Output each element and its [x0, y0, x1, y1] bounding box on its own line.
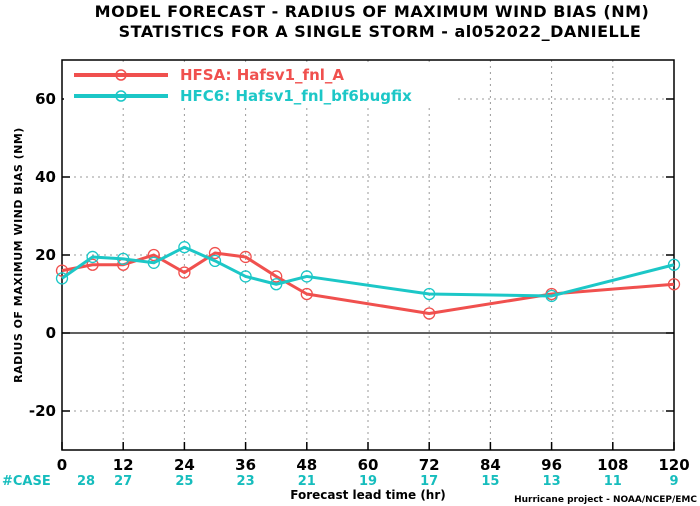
x-tick-label: 84 [480, 456, 501, 474]
series-point [270, 278, 283, 291]
legend-label-hfc6: HFC6: Hafsv1_fnl_bf6bugfix [180, 87, 412, 105]
case-label: #CASE [2, 474, 51, 489]
series-point [423, 287, 436, 301]
x-axis-label: Forecast lead time (hr) [290, 488, 446, 502]
x-axis-ticks: 0 12 24 36 48 60 72 84 96 108 120 [57, 442, 690, 474]
legend: HFSA: Hafsv1_fnl_A HFC6: Hafsv1_fnl_bf6b… [64, 62, 454, 106]
case-count: 9 [669, 474, 678, 489]
case-count: 27 [114, 474, 132, 489]
case-counts: 28 27 25 23 21 19 17 15 13 11 9 [77, 474, 679, 489]
series-point [208, 254, 222, 268]
x-tick-label: 12 [113, 456, 134, 474]
series-point [178, 266, 191, 279]
legend-marker-hfsa [115, 69, 127, 81]
case-count: 25 [175, 474, 193, 489]
series-hfc6 [55, 241, 681, 303]
case-count: 13 [543, 474, 561, 489]
series-point [667, 278, 681, 291]
y-axis-label: RADIUS OF MAXIMUM WIND BIAS (NM) [12, 127, 25, 383]
series-point [86, 258, 99, 271]
series-hfsa [55, 246, 681, 320]
y-tick-label: 0 [46, 324, 56, 342]
x-tick-label: 36 [235, 456, 256, 474]
series-point [423, 307, 436, 320]
series-point [208, 246, 222, 260]
series-point [55, 264, 69, 277]
case-count: 23 [237, 474, 255, 489]
case-count: 21 [298, 474, 316, 489]
series-point [545, 289, 558, 303]
series-point [55, 272, 69, 285]
series-point [300, 287, 313, 301]
series-point [300, 270, 313, 283]
case-count: 11 [604, 474, 622, 489]
x-tick-label: 120 [658, 456, 689, 474]
case-count: 17 [420, 474, 438, 489]
legend-marker-hfc6 [115, 90, 127, 102]
series-point [147, 248, 160, 262]
x-tick-label: 24 [174, 456, 195, 474]
case-count: 15 [481, 474, 499, 489]
y-tick-label: 60 [35, 90, 56, 108]
credit-text: Hurricane project - NOAA/NCEP/EMC [514, 495, 697, 505]
y-axis-ticks: -20 0 20 40 60 [29, 90, 674, 420]
x-tick-label: 60 [358, 456, 379, 474]
series-point [270, 270, 283, 283]
series-layer [55, 241, 681, 320]
y-tick-label: -20 [29, 402, 56, 420]
y-tick-label: 40 [35, 168, 56, 186]
case-count: 19 [359, 474, 377, 489]
series-point [178, 241, 191, 254]
y-tick-label: 20 [35, 246, 56, 264]
series-point [667, 258, 681, 271]
series-point [86, 250, 99, 264]
series-point [117, 252, 130, 266]
x-tick-label: 72 [419, 456, 440, 474]
x-tick-label: 48 [296, 456, 317, 474]
chart-subtitle: STATISTICS FOR A SINGLE STORM - al052022… [119, 22, 642, 41]
legend-box [64, 62, 454, 106]
x-tick-label: 0 [57, 456, 67, 474]
series-point [239, 270, 252, 283]
chart-title: MODEL FORECAST - RADIUS OF MAXIMUM WIND … [95, 2, 650, 21]
x-tick-label: 108 [597, 456, 628, 474]
series-point [147, 256, 160, 269]
series-point [239, 250, 252, 264]
case-count: 28 [77, 474, 95, 489]
x-tick-label: 96 [541, 456, 562, 474]
legend-label-hfsa: HFSA: Hafsv1_fnl_A [180, 66, 344, 84]
